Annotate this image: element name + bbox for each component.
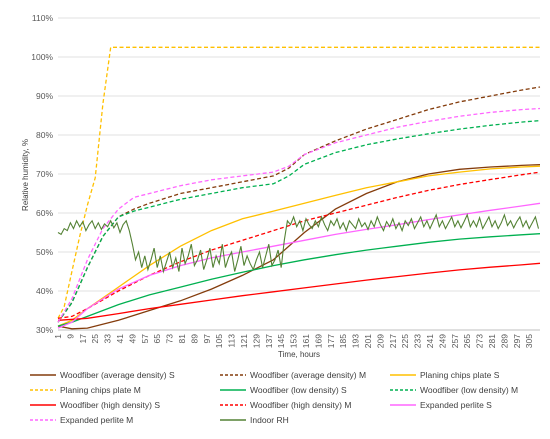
x-tick-label: 185 (338, 334, 348, 348)
series-line (57, 262, 541, 321)
y-axis-title: Relative humidity, % (21, 139, 30, 211)
x-tick-label: 65 (152, 334, 162, 344)
legend-label: Indoor RH (250, 415, 289, 425)
y-tick-label: 100% (31, 52, 53, 62)
x-tick-label: 161 (301, 334, 311, 348)
x-tick-label: 145 (276, 334, 286, 348)
legend-label: Woodfiber (high density) S (60, 400, 160, 410)
series-line (57, 233, 541, 327)
x-tick-label: 273 (475, 334, 485, 348)
x-tick-label: 177 (326, 334, 336, 348)
x-tick-label: 113 (227, 334, 237, 348)
series (57, 46, 541, 330)
x-tick-label: 305 (524, 334, 534, 348)
x-tick-label: 281 (487, 334, 497, 348)
x-tick-label: 97 (202, 334, 212, 344)
legend-label: Woodfiber (high density) M (250, 400, 351, 410)
series-line (57, 119, 541, 323)
legend-label: Woodfiber (low density) S (250, 385, 347, 395)
x-tick-label: 41 (115, 334, 125, 344)
y-tick-label: 60% (36, 208, 53, 218)
x-tick-label: 121 (239, 334, 249, 348)
legend-label: Expanded perlite S (420, 400, 492, 410)
y-tick-label: 40% (36, 286, 53, 296)
x-tick-label: 89 (189, 334, 199, 344)
y-tick-label: 90% (36, 91, 53, 101)
x-tick-label: 153 (289, 334, 299, 348)
x-tick-label: 17 (78, 334, 88, 344)
x-tick-label: 257 (450, 334, 460, 348)
x-tick-label: 129 (251, 334, 261, 348)
x-tick-label: 225 (400, 334, 410, 348)
x-tick-label: 73 (165, 334, 175, 344)
x-tick-label: 193 (351, 334, 361, 348)
series-line (57, 107, 541, 323)
series-line (57, 46, 540, 319)
x-tick-label: 169 (313, 334, 323, 348)
legend-label: Woodfiber (average density) M (250, 370, 366, 380)
legend: Woodfiber (average density) S Woodfiber (… (30, 370, 518, 425)
x-tick-label: 265 (462, 334, 472, 348)
series-line (57, 163, 541, 330)
x-tick-label: 297 (512, 334, 522, 348)
x-tick-label: 25 (90, 334, 100, 344)
x-tick-label: 233 (413, 334, 423, 348)
series-line (57, 202, 541, 329)
legend-label: Planing chips plate M (60, 385, 141, 395)
y-tick-label: 70% (36, 169, 53, 179)
y-tick-label: 110% (32, 13, 54, 23)
series-line (57, 171, 541, 319)
y-tick-label: 50% (36, 247, 53, 257)
x-tick-label: 209 (375, 334, 385, 348)
y-tick-label: 30% (36, 325, 53, 335)
x-tick-label: 201 (363, 334, 373, 348)
x-tick-label: 49 (127, 334, 137, 344)
x-tick-labels: 1 9 17 25 33 41 49 57 65 73 81 89 97 105 113 121 129 137 1… (53, 334, 534, 348)
x-axis-title: Time, hours (278, 350, 320, 359)
x-tick-label: 241 (425, 334, 435, 348)
legend-label: Woodfiber (average density) S (60, 370, 175, 380)
x-tick-label: 137 (264, 334, 274, 348)
series-line (57, 165, 541, 327)
legend-label: Woodfiber (low density) M (420, 385, 518, 395)
y-tick-labels: 30% 40% 50% 60% 70% 80% 90% 100% 110% (31, 13, 53, 335)
x-tick-label: 105 (214, 334, 224, 348)
x-tick-label: 57 (140, 334, 150, 344)
legend-label: Planing chips plate S (420, 370, 500, 380)
x-tick-label: 33 (103, 334, 113, 344)
series-line (57, 213, 540, 274)
x-tick-label: 1 (53, 334, 63, 339)
y-tick-label: 80% (36, 130, 53, 140)
x-tick-label: 9 (65, 334, 75, 339)
legend-label: Expanded perlite M (60, 415, 133, 425)
x-tick-label: 249 (437, 334, 447, 348)
x-tick-label: 217 (388, 334, 398, 348)
x-tick-label: 289 (499, 334, 509, 348)
x-tick-label: 81 (177, 334, 187, 344)
